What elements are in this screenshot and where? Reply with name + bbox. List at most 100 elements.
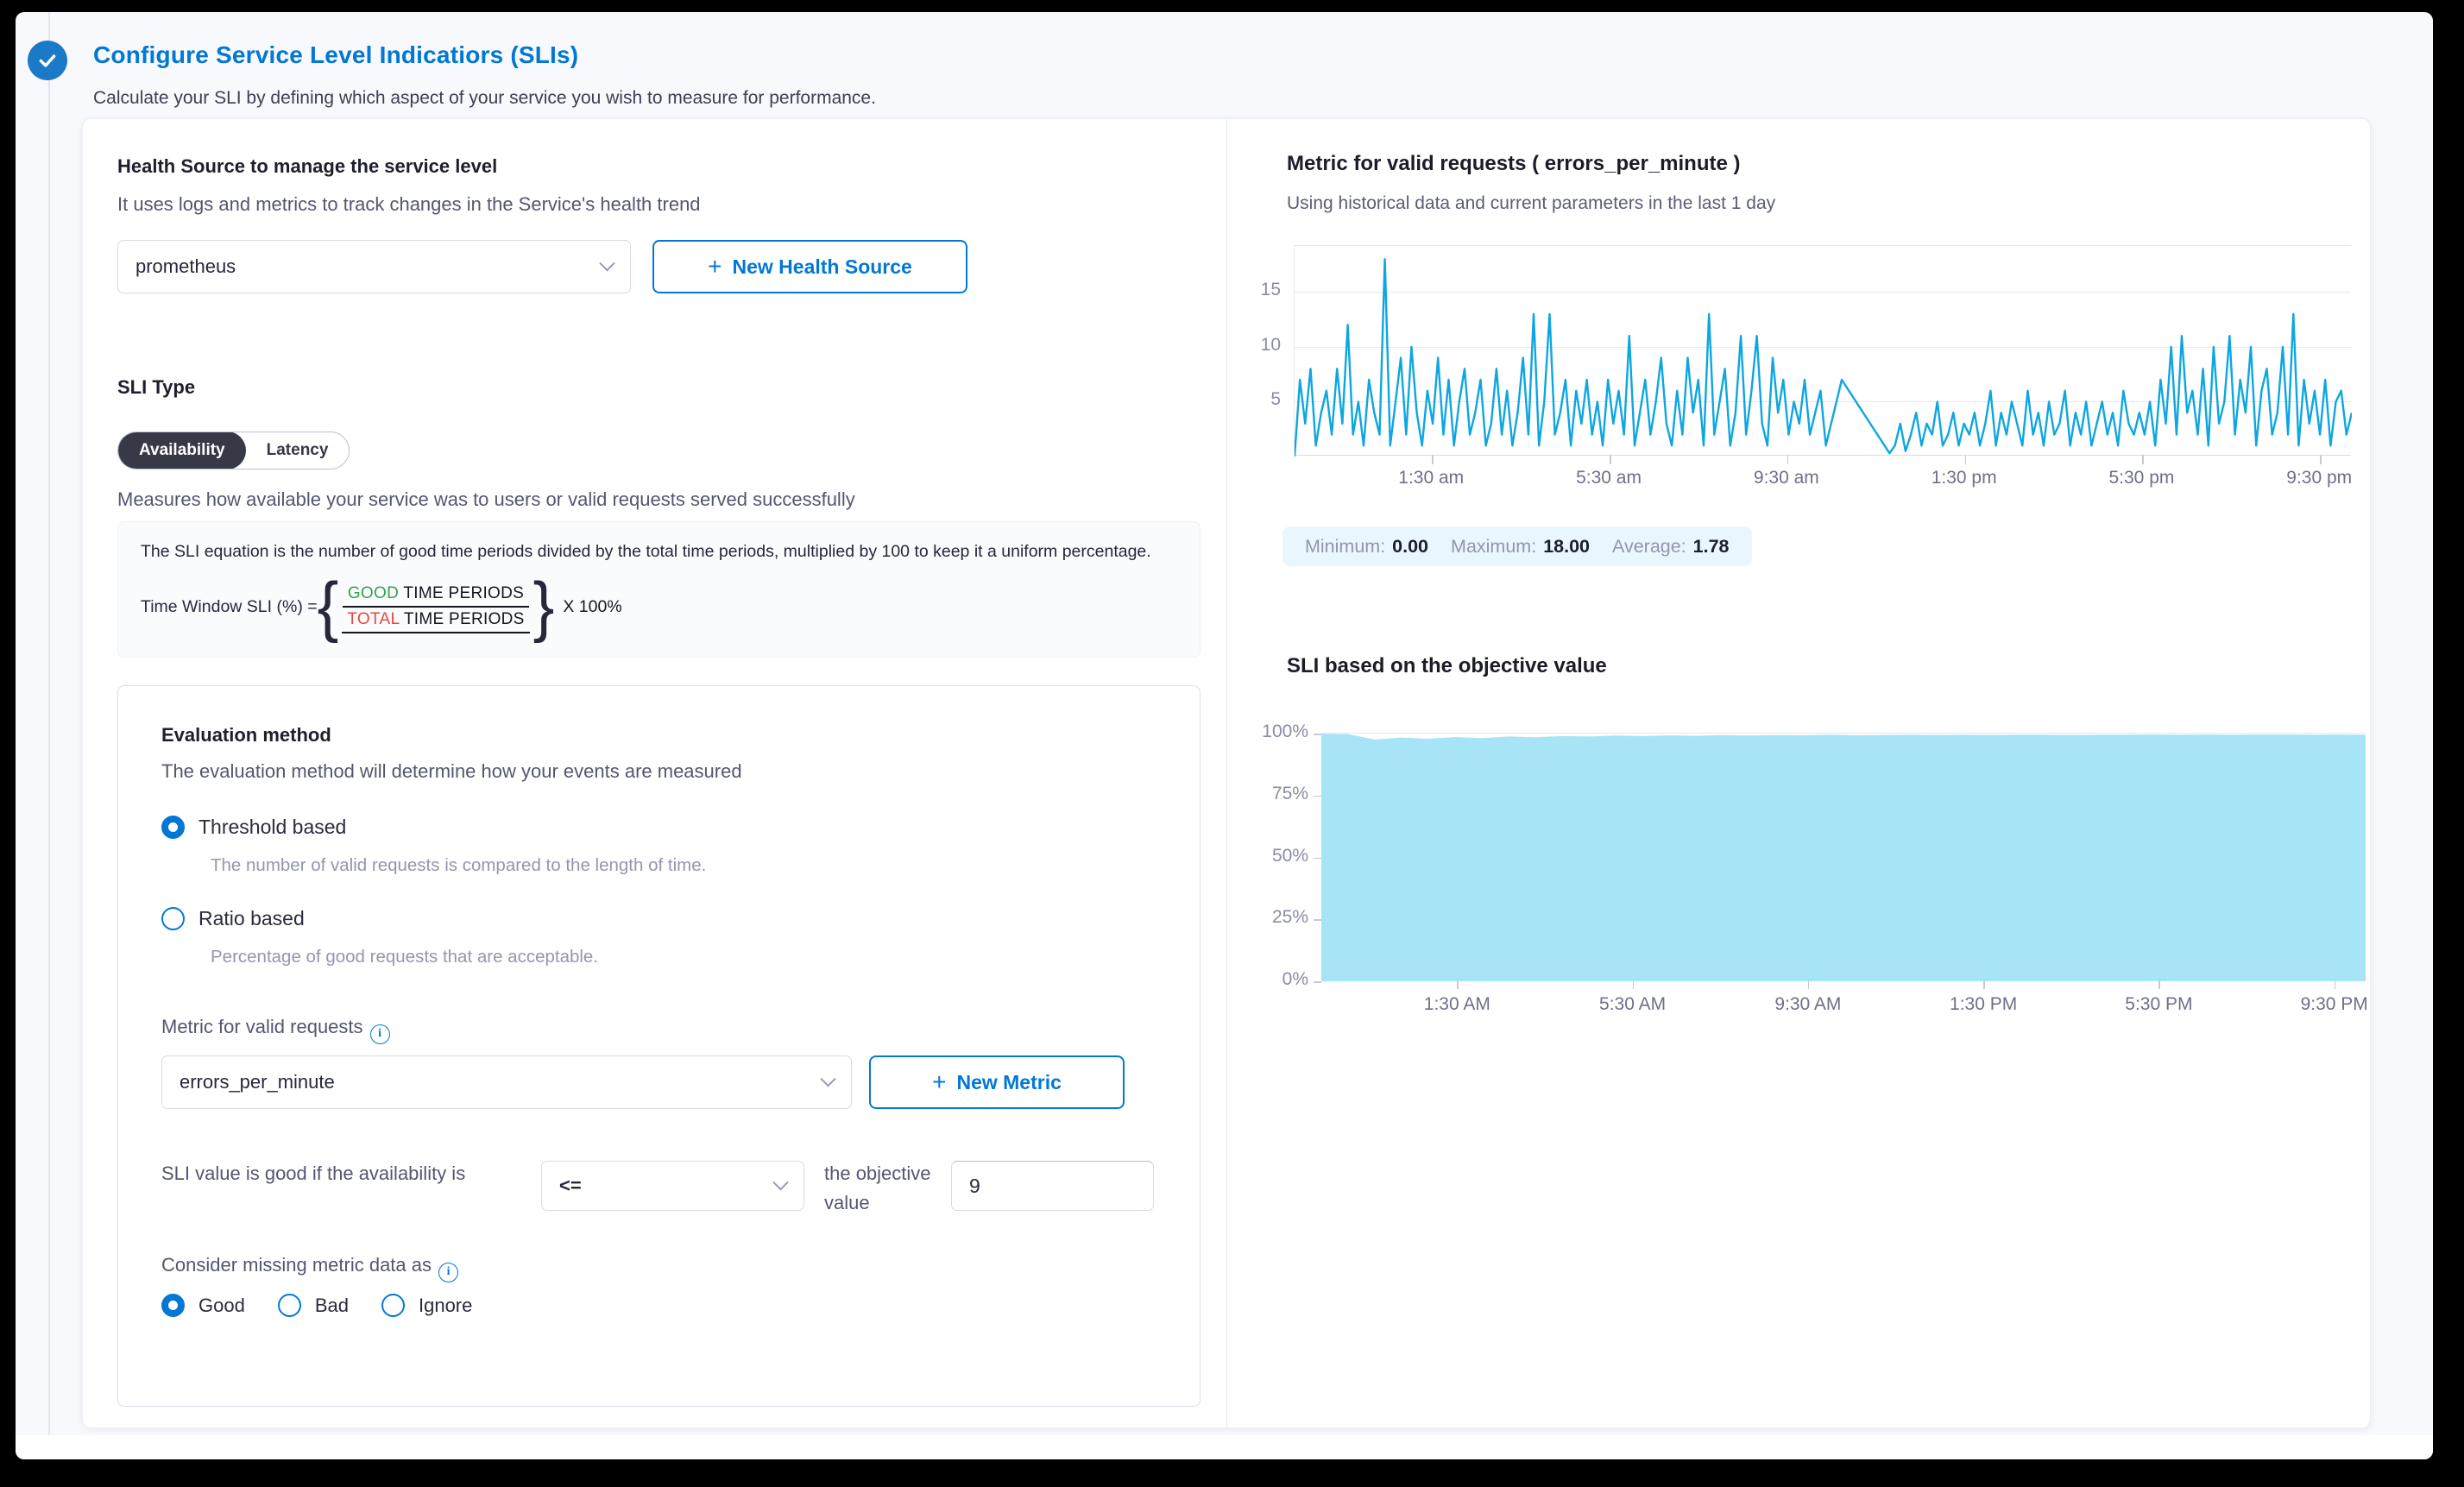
- page-title: Configure Service Level Indicatiors (SLI…: [93, 41, 579, 68]
- new-metric-button[interactable]: + New Metric: [869, 1055, 1125, 1109]
- radio-label: Ignore: [418, 1294, 473, 1316]
- x-tick-label: 5:30 pm: [2108, 468, 2175, 488]
- radio-label: Threshold based: [199, 816, 347, 838]
- y-tick-label: 25%: [1271, 907, 1308, 928]
- x-tick-label: 1:30 am: [1398, 468, 1465, 488]
- stat-maximum: Maximum: 18.00: [1451, 535, 1590, 557]
- stat-average: Average: 1.78: [1612, 535, 1730, 557]
- axis-tick: [1314, 734, 1321, 735]
- axis-tick: [1807, 980, 1810, 989]
- x-tick-label: 1:30 pm: [1931, 468, 1997, 488]
- info-icon[interactable]: i: [438, 1262, 459, 1282]
- plus-icon: +: [708, 253, 722, 280]
- chevron-down-icon: [772, 1174, 789, 1190]
- axis-tick: [1314, 981, 1321, 983]
- sli-config-card: Health Source to manage the service leve…: [82, 118, 2371, 1428]
- axis-tick: [1983, 980, 1985, 989]
- x-tick-label: 9:30 PM: [2300, 994, 2368, 1014]
- gridline: [1295, 346, 2351, 348]
- evaluation-option-description: Percentage of good requests that are acc…: [211, 947, 599, 967]
- evaluation-method-heading: Evaluation method: [161, 724, 331, 746]
- radio-icon[interactable]: [381, 1294, 405, 1317]
- y-tick-label: 50%: [1271, 845, 1308, 866]
- sli-area-chart: [1314, 733, 2366, 989]
- axis-tick: [1457, 980, 1459, 989]
- x-tick-label: 9:30 am: [1753, 468, 1819, 488]
- radio-icon[interactable]: [161, 907, 185, 930]
- sli-equation-box: The SLI equation is the number of good t…: [117, 521, 1200, 658]
- objective-value-input[interactable]: [951, 1161, 1154, 1211]
- metric-timeseries-chart: [1294, 245, 2352, 464]
- evaluation-option-ratio-based[interactable]: Ratio based: [161, 907, 305, 930]
- y-tick-label: 10: [1260, 334, 1281, 355]
- missing-data-options: Good Bad Ignore: [161, 1294, 472, 1317]
- x-tick-label: 9:30 pm: [2286, 468, 2353, 488]
- evaluation-option-threshold-based[interactable]: Threshold based: [161, 816, 346, 839]
- metric-preview-subheading: Using historical data and current parame…: [1287, 193, 1776, 213]
- gridline: [1295, 292, 2351, 293]
- axis-tick: [1632, 980, 1635, 989]
- radio-icon[interactable]: [161, 816, 185, 839]
- x-tick-label: 9:30 AM: [1774, 994, 1842, 1014]
- stat-minimum: Minimum: 0.00: [1305, 535, 1429, 557]
- comparator-select[interactable]: <=: [541, 1161, 804, 1211]
- sli-type-heading: SLI Type: [117, 376, 196, 398]
- sli-type-option-availability[interactable]: Availability: [118, 432, 246, 469]
- evaluation-option-description: The number of valid requests is compared…: [211, 855, 707, 875]
- sli-config-page: Configure Service Level Indicatiors (SLI…: [16, 12, 2433, 1459]
- y-tick-label: 0%: [1282, 969, 1308, 989]
- axis-tick: [1314, 919, 1321, 921]
- metric-select[interactable]: errors_per_minute: [161, 1055, 852, 1109]
- axis-tick: [2142, 455, 2144, 464]
- sli-chart-y-axis: 0% 25% 50% 75% 100%: [1239, 721, 1308, 989]
- metric-chart-y-axis: 5 10 15: [1231, 245, 1281, 456]
- radio-icon[interactable]: [277, 1294, 301, 1317]
- step-complete-check-icon[interactable]: [28, 41, 67, 80]
- axis-tick: [2320, 455, 2322, 464]
- health-source-description: It uses logs and metrics to track change…: [117, 193, 701, 215]
- equation-multiplier: X 100%: [563, 597, 622, 617]
- left-brace: {: [317, 569, 339, 645]
- axis-tick: [2158, 980, 2160, 989]
- x-tick-label: 1:30 PM: [1950, 994, 2018, 1014]
- radio-label: Bad: [314, 1294, 349, 1316]
- axis-tick: [1787, 455, 1789, 464]
- gridline: [1295, 401, 2351, 403]
- sli-chart-x-axis: 1:30 AM 5:30 AM 9:30 AM 1:30 PM 5:30 PM 9:30 …: [1321, 994, 2368, 1020]
- metric-stats-bar: Minimum: 0.00 Maximum: 18.00 Average: 1.78: [1282, 526, 1752, 566]
- radio-label: Ratio based: [199, 907, 305, 929]
- new-health-source-button[interactable]: + New Health Source: [652, 240, 967, 293]
- sli-type-toggle: Availability Latency: [117, 432, 350, 469]
- axis-tick: [2334, 980, 2336, 989]
- equation-numerator: GOOD TIME PERIODS: [342, 582, 530, 608]
- metric-selected-value: errors_per_minute: [180, 1071, 335, 1093]
- right-brace: }: [533, 569, 555, 645]
- x-tick-label: 5:30 AM: [1599, 994, 1667, 1014]
- health-source-select[interactable]: prometheus: [117, 240, 631, 293]
- equation-denominator: TOTAL TIME PERIODS: [342, 608, 530, 633]
- evaluation-method-card: Evaluation method The evaluation method …: [117, 685, 1200, 1407]
- sli-equation: Time Window SLI (%) = { GOOD TIME PERIOD…: [141, 569, 1177, 645]
- objective-label: the objective value: [824, 1163, 931, 1214]
- x-tick-label: 5:30 PM: [2125, 994, 2193, 1014]
- axis-tick: [1314, 795, 1321, 797]
- missing-data-option-bad[interactable]: Bad: [277, 1294, 349, 1317]
- info-icon[interactable]: i: [369, 1024, 390, 1044]
- y-tick-label: 15: [1260, 280, 1281, 300]
- sli-type-option-latency[interactable]: Latency: [266, 441, 329, 459]
- missing-data-option-good[interactable]: Good: [161, 1294, 245, 1317]
- sli-type-description: Measures how available your service was …: [117, 488, 855, 510]
- wizard-step-connector: [48, 12, 50, 1459]
- sli-equation-text: The SLI equation is the number of good t…: [141, 542, 1151, 561]
- missing-metric-data-label: Consider missing metric data as i: [161, 1254, 459, 1282]
- equation-label: Time Window SLI (%) =: [141, 597, 318, 617]
- chevron-down-icon: [599, 255, 615, 271]
- metric-for-valid-requests-label: Metric for valid requests i: [161, 1016, 390, 1044]
- metric-chart-x-axis: 1:30 am 5:30 am 9:30 am 1:30 pm 5:30 pm 9:30 …: [1294, 468, 2352, 494]
- radio-icon[interactable]: [161, 1294, 185, 1317]
- x-tick-label: 5:30 am: [1576, 468, 1642, 488]
- missing-data-option-ignore[interactable]: Ignore: [381, 1294, 472, 1317]
- axis-tick: [1610, 455, 1611, 464]
- panel-divider: [1226, 119, 1227, 1427]
